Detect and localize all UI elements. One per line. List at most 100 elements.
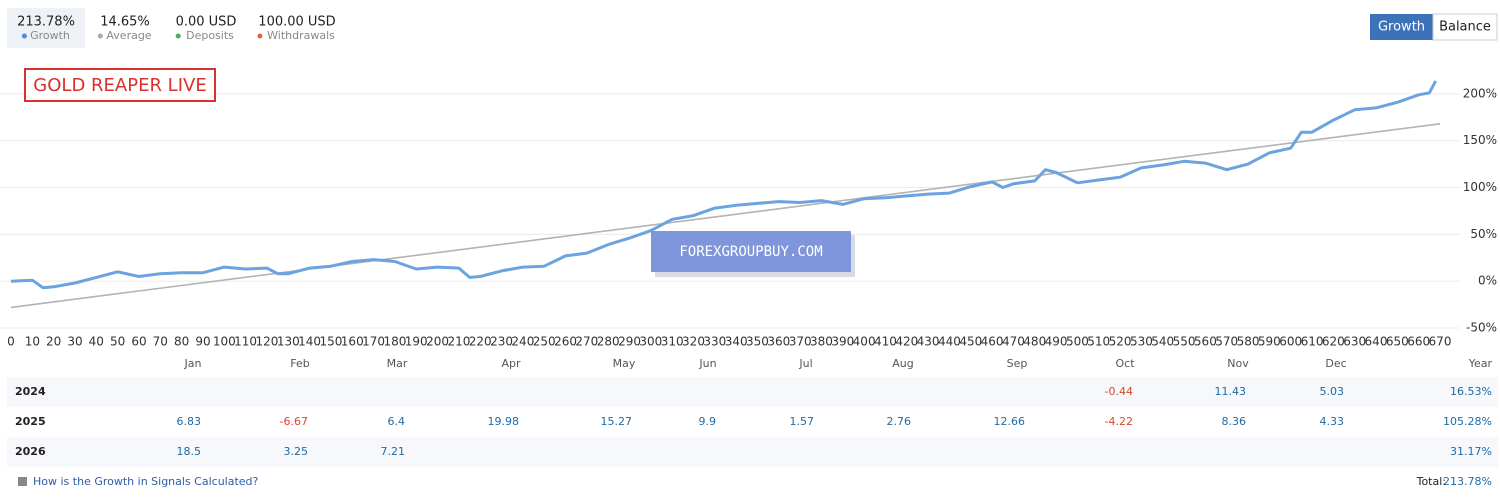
cell-value: 12.66	[994, 415, 1026, 428]
x-tick-label: 110	[234, 335, 257, 349]
row-total: 16.53%	[1450, 385, 1492, 398]
x-tick-label: 250	[533, 335, 556, 349]
help-link[interactable]: How is the Growth in Signals Calculated?	[33, 475, 259, 488]
label-text: GOLD REAPER LIVE	[33, 75, 206, 96]
x-tick-label: 160	[341, 335, 364, 349]
cell-value: 8.36	[1222, 415, 1247, 428]
x-tick-label: 430	[917, 335, 940, 349]
stat-label: Average	[106, 29, 151, 42]
column-header: Feb	[290, 357, 309, 370]
x-tick-label: 280	[597, 335, 620, 349]
x-tick-label: 370	[789, 335, 812, 349]
x-tick-label: 590	[1258, 335, 1281, 349]
x-tick-label: 660	[1407, 335, 1430, 349]
x-tick-label: 620	[1322, 335, 1345, 349]
x-tick-label: 310	[661, 335, 684, 349]
x-tick-label: 650	[1386, 335, 1409, 349]
x-tick-label: 500	[1066, 335, 1089, 349]
x-tick-label: 330	[703, 335, 726, 349]
x-tick-label: 40	[89, 335, 104, 349]
column-header: Year	[1468, 357, 1493, 370]
x-tick-label: 120	[255, 335, 278, 349]
stat-dot	[21, 33, 27, 39]
cell-value: -6.67	[280, 415, 308, 428]
watermark-box	[651, 231, 851, 272]
y-tick-label: 150%	[1463, 133, 1497, 147]
column-header: Aug	[892, 357, 913, 370]
row-year: 2025	[15, 415, 46, 428]
x-tick-label: 0	[7, 335, 15, 349]
x-tick-label: 490	[1045, 335, 1068, 349]
cell-value: 7.21	[381, 445, 406, 458]
button-growth-label[interactable]: Growth	[1378, 20, 1425, 35]
cell-value: 11.43	[1215, 385, 1247, 398]
x-tick-label: 400	[853, 335, 876, 349]
x-tick-label: 230	[490, 335, 513, 349]
button-balance-label[interactable]: Balance	[1439, 20, 1491, 35]
x-tick-label: 130	[277, 335, 300, 349]
x-tick-label: 610	[1301, 335, 1324, 349]
column-header: Mar	[387, 357, 408, 370]
x-tick-label: 90	[195, 335, 210, 349]
cell-value: 5.03	[1320, 385, 1345, 398]
x-tick-label: 630	[1343, 335, 1366, 349]
column-header: Sep	[1007, 357, 1028, 370]
button-balance[interactable]	[1432, 13, 1498, 41]
x-tick-label: 640	[1365, 335, 1388, 349]
cell-value: 6.4	[388, 415, 406, 428]
x-tick-label: 20	[46, 335, 61, 349]
y-tick-label: 0%	[1478, 274, 1497, 288]
button-growth[interactable]	[1370, 14, 1433, 40]
x-tick-label: 180	[383, 335, 406, 349]
x-tick-label: 100	[213, 335, 236, 349]
row-year: 2026	[15, 445, 46, 458]
x-tick-label: 600	[1279, 335, 1302, 349]
total-label: Total:	[1416, 475, 1446, 488]
x-tick-label: 60	[131, 335, 146, 349]
x-tick-label: 80	[174, 335, 189, 349]
growth-line	[10, 80, 1438, 290]
x-tick-label: 670	[1429, 335, 1452, 349]
cell-value: 4.33	[1320, 415, 1345, 428]
cell-value: -0.44	[1105, 385, 1133, 398]
x-tick-label: 560	[1194, 335, 1217, 349]
cell-value: 19.98	[488, 415, 520, 428]
x-tick-label: 150	[319, 335, 342, 349]
column-header: Nov	[1227, 357, 1249, 370]
x-tick-label: 350	[746, 335, 769, 349]
column-header: Dec	[1325, 357, 1346, 370]
stat-value: 14.65%	[100, 15, 150, 30]
x-tick-label: 550	[1173, 335, 1196, 349]
x-tick-label: 580	[1237, 335, 1260, 349]
stat-label: Deposits	[186, 29, 234, 42]
column-header: Jul	[798, 357, 812, 370]
x-tick-label: 380	[810, 335, 833, 349]
total-value: 213.78%	[1443, 475, 1492, 488]
column-header: Oct	[1115, 357, 1135, 370]
stat-value: 213.78%	[17, 15, 75, 30]
x-tick-label: 460	[981, 335, 1004, 349]
x-tick-label: 340	[725, 335, 748, 349]
stat-dot	[97, 33, 103, 39]
row-bg	[7, 377, 1498, 407]
cell-value: 1.57	[790, 415, 815, 428]
y-tick-label: 100%	[1463, 180, 1497, 194]
stat-value: 100.00 USD	[258, 15, 335, 30]
x-tick-label: 290	[618, 335, 641, 349]
x-tick-label: 10	[25, 335, 40, 349]
x-tick-label: 200	[426, 335, 449, 349]
x-tick-label: 390	[831, 335, 854, 349]
x-tick-label: 300	[639, 335, 662, 349]
x-tick-label: 420	[895, 335, 918, 349]
x-tick-label: 480	[1023, 335, 1046, 349]
x-tick-label: 520	[1109, 335, 1132, 349]
x-tick-label: 540	[1151, 335, 1174, 349]
x-tick-label: 220	[469, 335, 492, 349]
cell-value: 3.25	[284, 445, 309, 458]
cell-value: 15.27	[601, 415, 633, 428]
row-total: 31.17%	[1450, 445, 1492, 458]
x-tick-label: 140	[298, 335, 321, 349]
link-icon	[18, 477, 27, 486]
row-year: 2024	[15, 385, 46, 398]
